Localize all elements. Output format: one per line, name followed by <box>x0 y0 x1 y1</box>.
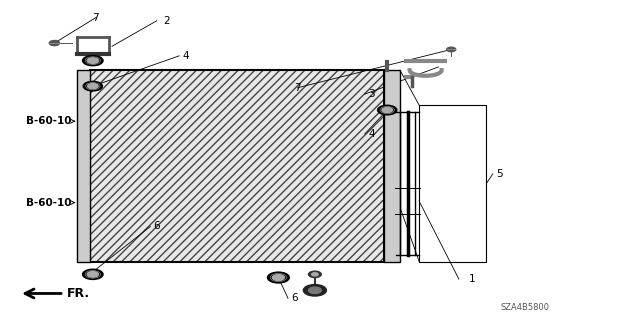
Text: 7: 7 <box>294 83 301 93</box>
Text: 5: 5 <box>496 169 502 179</box>
Text: 3: 3 <box>368 89 374 99</box>
Polygon shape <box>419 105 486 262</box>
Text: 2: 2 <box>163 16 170 26</box>
Circle shape <box>382 108 392 113</box>
Circle shape <box>83 269 103 279</box>
Text: FR.: FR. <box>67 287 90 300</box>
Text: 4: 4 <box>182 51 189 61</box>
Text: 7: 7 <box>93 12 99 23</box>
Circle shape <box>268 272 289 283</box>
Text: 6: 6 <box>154 221 160 232</box>
Circle shape <box>87 58 99 63</box>
Polygon shape <box>384 70 400 262</box>
Polygon shape <box>90 70 384 262</box>
Circle shape <box>303 285 326 296</box>
Circle shape <box>378 105 397 115</box>
Circle shape <box>308 271 321 278</box>
Circle shape <box>88 84 98 89</box>
Circle shape <box>308 287 321 293</box>
Circle shape <box>83 81 102 91</box>
Circle shape <box>447 47 456 52</box>
Text: B-60-10: B-60-10 <box>26 197 71 208</box>
Circle shape <box>87 271 99 277</box>
Text: 6: 6 <box>291 293 298 303</box>
Circle shape <box>49 41 60 46</box>
Text: 4: 4 <box>368 129 374 139</box>
Circle shape <box>312 273 318 276</box>
Polygon shape <box>77 70 90 262</box>
Text: SZA4B5800: SZA4B5800 <box>500 303 549 312</box>
Circle shape <box>83 56 103 66</box>
Text: B-60-10: B-60-10 <box>26 116 71 126</box>
Text: 1: 1 <box>468 274 475 284</box>
Circle shape <box>273 275 284 280</box>
